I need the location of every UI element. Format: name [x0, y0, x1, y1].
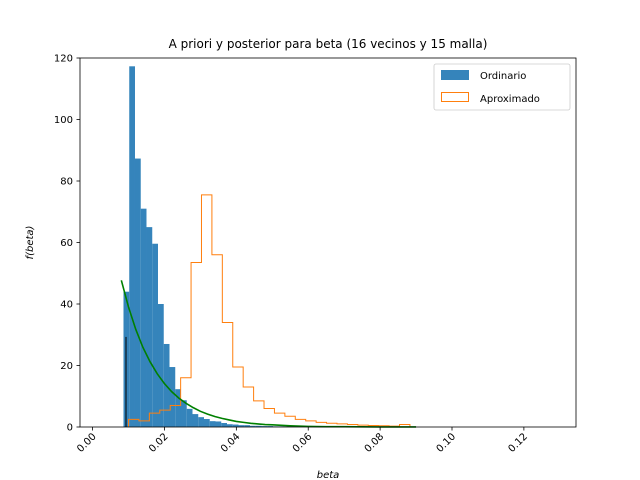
y-tick-label: 60	[60, 238, 73, 249]
ordinario-bar	[209, 421, 216, 427]
x-tick-label: 0.00	[75, 431, 99, 455]
ordinario-bar	[198, 417, 204, 427]
ordinario-bar	[255, 425, 262, 427]
ordinario-bar	[192, 414, 199, 427]
legend-swatch-ordinario	[441, 70, 469, 80]
legend: Ordinario Aproximado	[433, 63, 571, 111]
ordinario-bar	[267, 426, 274, 427]
ordinario-bar	[232, 424, 239, 427]
ordinario-bar	[140, 208, 147, 427]
y-tick-label: 0	[67, 423, 73, 434]
ordinario-bar	[152, 243, 158, 427]
x-tick-label: 0.10	[435, 431, 459, 455]
x-tick-label: 0.08	[363, 431, 387, 455]
ordinario-bar	[129, 66, 135, 428]
legend-label-aproximado: Aproximado	[480, 94, 540, 105]
y-axis-label: f(beta)	[25, 226, 36, 260]
ordinario-bar	[180, 400, 187, 427]
chart-title: A priori y posterior para beta (16 vecin…	[169, 37, 488, 51]
ordinario-bar	[227, 424, 233, 427]
ordinario-bar	[146, 227, 153, 427]
ordinario-bar	[244, 425, 251, 427]
x-axis-label: beta	[317, 470, 340, 480]
y-tick-label: 120	[54, 54, 73, 65]
plot-area	[120, 66, 417, 428]
aproximado-step-line	[128, 194, 411, 427]
ordinario-bar	[134, 158, 141, 428]
ordinario-bar	[250, 425, 256, 427]
y-tick-label: 100	[54, 115, 73, 126]
x-tick-label: 0.02	[147, 431, 171, 455]
legend-label-ordinario: Ordinario	[480, 71, 526, 82]
ordinario-bar	[204, 419, 210, 427]
ordinario-bar	[175, 389, 181, 427]
legend-swatch-aproximado	[441, 92, 469, 102]
ordinario-bar	[215, 421, 222, 427]
y-tick-label: 20	[60, 361, 73, 372]
y-tick-label: 40	[60, 300, 73, 311]
x-tick-label: 0.06	[291, 431, 315, 455]
x-tick-label: 0.04	[219, 431, 243, 455]
ordinario-bar	[186, 408, 193, 427]
ordinario-bar	[221, 423, 228, 427]
ordinario-bar	[238, 425, 245, 427]
x-tick-label: 0.12	[506, 431, 530, 455]
ordinario-bar	[261, 426, 268, 427]
ordinario-bar	[169, 367, 176, 427]
ordinario-bar	[157, 304, 164, 427]
y-tick-label: 80	[60, 177, 73, 188]
